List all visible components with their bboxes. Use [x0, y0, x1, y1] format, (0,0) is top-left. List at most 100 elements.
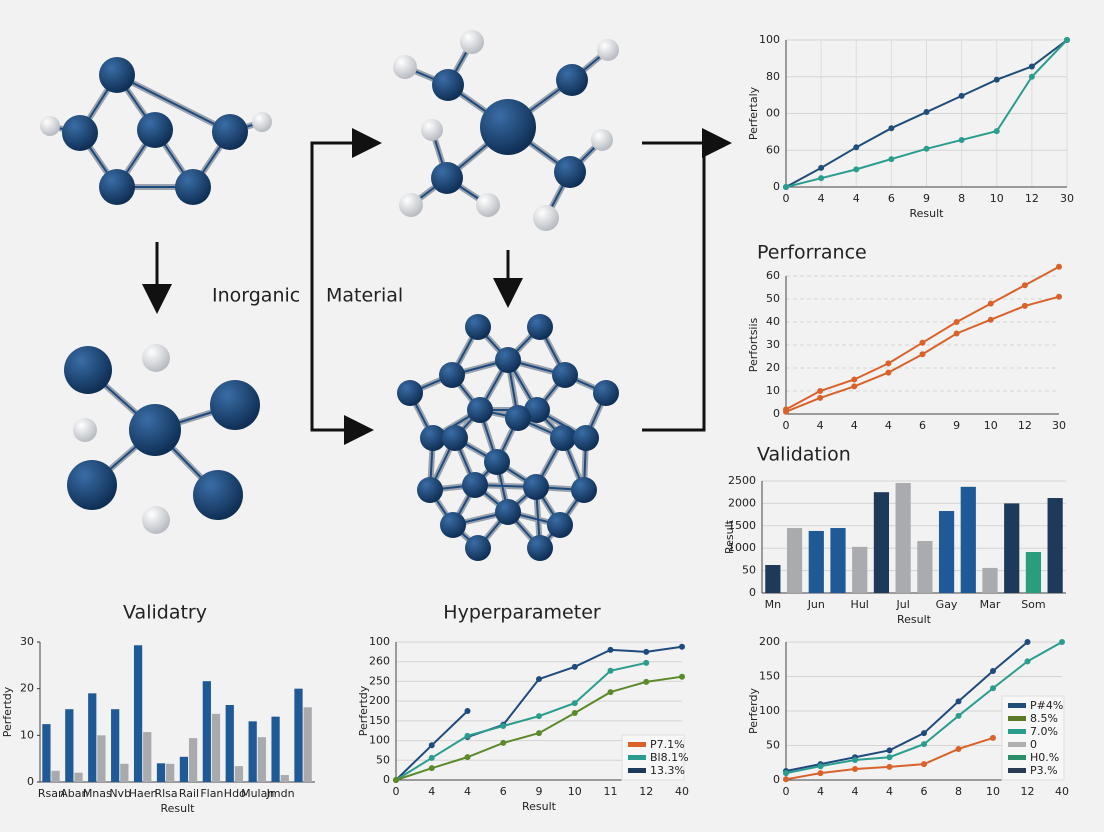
- hydrogen: [399, 193, 423, 217]
- point: [990, 685, 996, 692]
- hydrogen: [40, 116, 60, 136]
- point: [571, 709, 578, 716]
- x-tick-label: 4: [851, 419, 858, 432]
- point: [783, 408, 789, 415]
- bar: [765, 565, 781, 593]
- point: [817, 394, 824, 401]
- y-tick-label: 50: [766, 739, 780, 752]
- molecules: [40, 30, 619, 561]
- bar: [960, 486, 976, 593]
- hydrogen: [142, 344, 170, 372]
- y-tick-label: 0: [383, 773, 390, 786]
- point: [958, 136, 965, 143]
- x-tick-label: Flan: [200, 787, 223, 800]
- x-tick-label: Hul: [851, 598, 869, 611]
- atom: [465, 314, 491, 340]
- atom: [431, 162, 463, 194]
- atom: [556, 64, 588, 96]
- y-tick-label: 150: [369, 714, 390, 727]
- point: [464, 754, 471, 761]
- x-tick-label: Mn: [765, 598, 781, 611]
- y-tick-label: 10: [20, 728, 34, 741]
- hydrogen: [597, 39, 619, 61]
- chart: Perforrance 0 10 20 30 40 50 60 0 4 4 4 6 9 10 12 30 Perf…: [747, 242, 1066, 433]
- point: [923, 145, 930, 152]
- bar: [97, 735, 106, 782]
- legend-label: H0.%: [1030, 751, 1059, 764]
- point: [886, 763, 893, 770]
- point: [923, 109, 930, 116]
- bar: [248, 721, 257, 782]
- atom: [175, 169, 211, 205]
- y-tick-label: 100: [759, 704, 780, 717]
- point: [536, 730, 542, 737]
- y-tick-label: 250: [369, 674, 390, 687]
- point: [851, 376, 858, 383]
- y-tick-label: 50: [376, 753, 390, 766]
- bar: [51, 770, 60, 782]
- x-tick-label: Rsan: [38, 787, 65, 800]
- x-tick-label: 6: [919, 419, 926, 432]
- x-tick-label: Hdo: [224, 787, 246, 800]
- bar: [280, 775, 289, 782]
- atom: [573, 425, 599, 451]
- legend-label: 0: [1030, 738, 1037, 751]
- y-axis-label: Perferdy: [747, 688, 760, 734]
- point: [536, 713, 542, 720]
- bar: [1025, 552, 1042, 593]
- point: [885, 360, 892, 367]
- atom: [547, 512, 573, 538]
- bar: [234, 766, 244, 782]
- point: [428, 754, 435, 761]
- y-tick-label: 10: [766, 384, 780, 397]
- point: [500, 722, 507, 729]
- x-axis-label: Result: [897, 613, 932, 626]
- point: [818, 175, 825, 182]
- point: [955, 745, 962, 752]
- bar: [74, 772, 83, 782]
- hydrogen: [73, 418, 97, 442]
- atom: [432, 69, 464, 101]
- y-tick-label: 260: [369, 655, 390, 668]
- y-tick-label: 20: [20, 682, 34, 695]
- atom: [137, 112, 173, 148]
- point: [643, 659, 650, 666]
- x-tick-label: 0: [783, 192, 790, 205]
- x-tick-label: 0: [783, 419, 790, 432]
- point: [888, 156, 895, 163]
- legend-swatch: [1008, 768, 1026, 773]
- point: [987, 300, 994, 307]
- y-tick-label: 0: [773, 180, 780, 193]
- x-tick-label: 10: [990, 192, 1004, 205]
- legend-label: 7.0%: [1030, 725, 1058, 738]
- bar: [808, 530, 824, 593]
- point: [987, 316, 994, 323]
- x-tick-label: 30: [1060, 192, 1074, 205]
- y-axis-label: Perfertdy: [357, 685, 370, 736]
- chart: 0 50 100 150 200 0 4 4 4 6 8 10 12 40 Perferdy P#4%8.5%…: [747, 635, 1069, 798]
- y-tick-label: 30: [766, 338, 780, 351]
- atom: [397, 380, 423, 406]
- x-axis-label: Result: [161, 802, 196, 815]
- bar: [42, 724, 51, 782]
- y-tick-label: 100: [759, 33, 780, 46]
- bar: [111, 709, 120, 782]
- bar: [202, 681, 211, 782]
- hydrogen: [252, 112, 272, 132]
- point: [783, 770, 789, 777]
- legend-swatch: [1008, 703, 1026, 708]
- point: [1021, 302, 1028, 309]
- point: [921, 730, 927, 737]
- atom: [439, 362, 465, 388]
- x-tick-label: 12: [1025, 192, 1039, 205]
- point: [783, 776, 789, 783]
- point: [1028, 73, 1035, 80]
- x-tick-label: Rlsa: [154, 787, 177, 800]
- x-tick-label: 8: [955, 785, 962, 798]
- atom: [484, 449, 510, 475]
- atom: [64, 346, 112, 394]
- y-tick-label: 50: [742, 564, 756, 577]
- atom: [210, 380, 260, 430]
- hydrogen: [142, 506, 170, 534]
- bar: [830, 528, 846, 593]
